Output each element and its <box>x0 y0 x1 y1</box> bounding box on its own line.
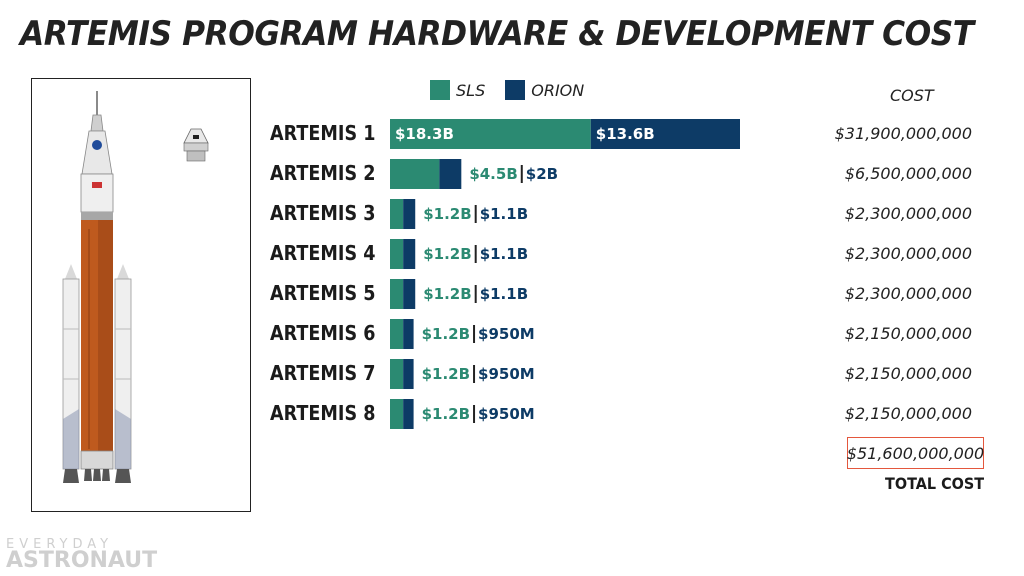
page-title: ARTEMIS PROGRAM HARDWARE & DEVELOPMENT C… <box>20 14 974 54</box>
total-cost-label: TOTAL COST <box>884 474 984 493</box>
data-label-sls-artemis-8: $1.2B <box>422 405 470 423</box>
data-label-orion-artemis-6: $950M <box>478 325 535 343</box>
data-label-orion-artemis-7: $950M <box>478 365 535 383</box>
bar-sls-artemis-6 <box>390 319 404 349</box>
data-label-sls-artemis-6: $1.2B <box>422 325 470 343</box>
category-label-artemis-1: ARTEMIS 1 <box>270 121 376 145</box>
bar-orion-artemis-4 <box>403 239 416 269</box>
bar-sls-artemis-4 <box>390 239 404 269</box>
cost-value-artemis-7: $2,150,000,000 <box>844 364 972 383</box>
category-label-artemis-4: ARTEMIS 4 <box>270 241 376 265</box>
data-label-orion-artemis-4: $1.1B <box>480 245 528 263</box>
data-label-orion-artemis-5: $1.1B <box>480 285 528 303</box>
bar-orion-artemis-3 <box>403 199 416 229</box>
legend-item-sls: SLS <box>430 80 485 100</box>
cost-value-artemis-4: $2,300,000,000 <box>844 244 972 263</box>
bar-orion-artemis-2 <box>439 159 462 189</box>
data-label-sls-artemis-3: $1.2B <box>423 205 471 223</box>
bar-orion-artemis-6 <box>403 319 414 349</box>
bar-sls-artemis-8 <box>390 399 404 429</box>
bar-sls-artemis-1 <box>390 119 591 149</box>
data-label-sls-artemis-4: $1.2B <box>423 245 471 263</box>
bar-sls-artemis-3 <box>390 199 404 229</box>
data-label-sls-artemis-5: $1.2B <box>423 285 471 303</box>
bar-orion-artemis-8 <box>403 399 414 429</box>
data-label-orion-artemis-2: $2B <box>526 165 558 183</box>
legend-label-orion: ORION <box>531 80 585 100</box>
category-label-artemis-3: ARTEMIS 3 <box>270 201 376 225</box>
bar-orion-artemis-1 <box>590 119 740 149</box>
cost-value-artemis-3: $2,300,000,000 <box>844 204 972 223</box>
cost-value-artemis-1: $31,900,000,000 <box>834 124 972 143</box>
data-label-orion-artemis-3: $1.1B <box>480 205 528 223</box>
total-cost-value: $51,600,000,000 <box>847 437 984 469</box>
legend-swatch-orion <box>505 80 526 100</box>
category-label-artemis-6: ARTEMIS 6 <box>270 321 376 345</box>
data-label-sls-artemis-7: $1.2B <box>422 365 470 383</box>
legend-label-sls: SLS <box>456 80 486 100</box>
data-label-orion-artemis-1: $13.6B <box>596 125 655 143</box>
cost-value-artemis-5: $2,300,000,000 <box>844 284 972 303</box>
logo-text-top: EVERYDAY <box>6 537 114 552</box>
category-label-artemis-5: ARTEMIS 5 <box>270 281 376 305</box>
data-label-sls-artemis-2: $4.5B <box>469 165 517 183</box>
chart-legend: SLS ORION <box>430 80 604 100</box>
logo-text-bottom: ASTRONAUT <box>6 548 158 573</box>
legend-item-orion: ORION <box>505 80 584 100</box>
category-label-artemis-8: ARTEMIS 8 <box>270 401 376 425</box>
bar-orion-artemis-7 <box>403 359 414 389</box>
cost-column-header: COST <box>890 86 934 105</box>
category-label-artemis-2: ARTEMIS 2 <box>270 161 376 185</box>
bar-sls-artemis-5 <box>390 279 404 309</box>
data-label-sls-artemis-1: $18.3B <box>395 125 454 143</box>
cost-value-artemis-8: $2,150,000,000 <box>844 404 972 423</box>
bar-orion-artemis-5 <box>403 279 416 309</box>
sls-rocket-illustration <box>62 91 209 483</box>
category-label-artemis-7: ARTEMIS 7 <box>270 361 376 385</box>
bar-sls-artemis-2 <box>390 159 440 189</box>
bar-sls-artemis-7 <box>390 359 404 389</box>
rocket-illustration-frame <box>31 78 251 512</box>
cost-value-artemis-6: $2,150,000,000 <box>844 324 972 343</box>
cost-value-artemis-2: $6,500,000,000 <box>844 164 972 183</box>
data-label-orion-artemis-8: $950M <box>478 405 535 423</box>
legend-swatch-sls <box>430 80 450 100</box>
everyday-astronaut-logo: EVERYDAY ASTRONAUT <box>6 537 158 573</box>
orion-capsule-icon <box>183 128 209 162</box>
